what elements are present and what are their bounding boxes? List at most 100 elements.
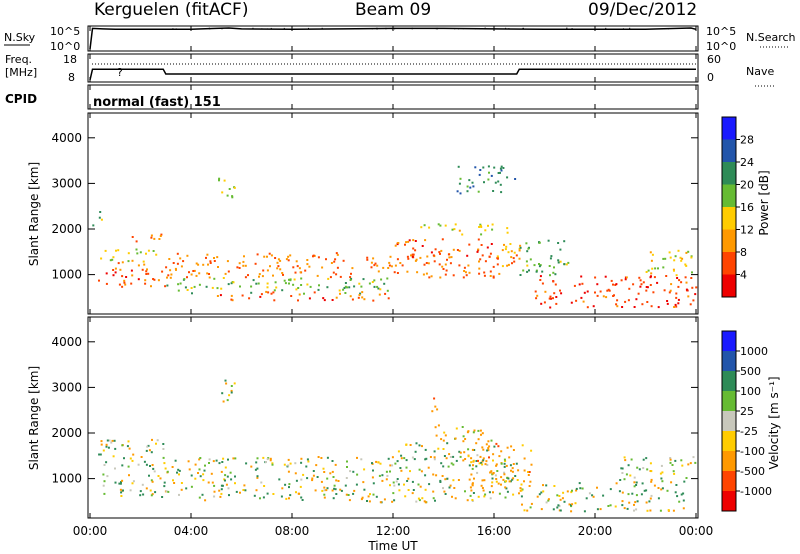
power-cell — [555, 302, 558, 305]
power-cell — [497, 172, 500, 174]
power-cell — [164, 285, 167, 288]
power-cell — [167, 274, 170, 277]
velocity-cell — [425, 457, 428, 460]
velocity-cell — [682, 507, 685, 510]
velocity-cell — [492, 491, 494, 494]
velocity-cell — [523, 480, 525, 483]
velocity-cell — [488, 445, 491, 448]
velocity-cell — [372, 469, 374, 472]
velocity-cell — [377, 461, 380, 464]
power-cell — [456, 190, 459, 193]
power-cbar-tick-label: 8 — [740, 246, 747, 259]
velocity-cell — [489, 497, 492, 500]
power-cell — [193, 285, 196, 288]
velocity-cell — [256, 475, 259, 478]
velocity-cell — [399, 467, 402, 469]
power-cell — [694, 293, 697, 296]
power-cell — [695, 286, 698, 289]
power-cell — [478, 272, 481, 275]
velocity-cell — [420, 470, 423, 473]
velocity-cell — [102, 449, 105, 452]
velocity-cell — [669, 458, 672, 461]
velocity-cell — [332, 476, 335, 478]
velocity-cell — [462, 440, 465, 443]
freq-marker: ? — [117, 66, 123, 79]
velocity-cell — [680, 493, 683, 496]
velocity-cell — [255, 489, 258, 492]
velocity-cell — [337, 480, 340, 482]
power-cell — [298, 267, 301, 270]
velocity-cell — [178, 473, 180, 476]
velocity-cell — [256, 467, 259, 470]
velocity-cell — [504, 486, 507, 489]
power-cell — [478, 226, 481, 228]
velocity-cell — [295, 491, 297, 494]
velocity-cell — [223, 478, 226, 481]
velocity-cell — [409, 444, 412, 446]
velocity-cell — [265, 461, 267, 463]
power-cell — [463, 270, 466, 272]
power-cell — [479, 223, 482, 226]
power-cell — [692, 299, 695, 302]
power-cell — [339, 275, 342, 278]
velocity-cell — [623, 478, 626, 481]
velocity-yaxis: 4000 3000 2000 1000 — [51, 335, 698, 486]
velocity-cell — [164, 467, 167, 470]
power-cell — [575, 299, 578, 302]
velocity-cell — [645, 501, 648, 504]
power-cell — [649, 251, 652, 254]
power-cell — [243, 255, 245, 258]
power-cell — [430, 275, 433, 278]
freq-label-2: [MHz] — [5, 66, 37, 79]
power-cell — [394, 244, 397, 247]
velocity-cell — [429, 456, 432, 458]
velocity-cbar-tick-label: -500 — [740, 465, 765, 478]
power-cell — [282, 273, 284, 276]
velocity-cell — [375, 460, 378, 463]
velocity-cell — [262, 456, 265, 459]
velocity-cell — [99, 453, 102, 456]
velocity-cell — [120, 495, 123, 497]
velocity-cell — [360, 498, 363, 501]
power-cell — [153, 278, 156, 281]
power-cell — [121, 261, 124, 264]
power-cell — [109, 259, 112, 262]
velocity-cell — [131, 459, 134, 462]
power-cell — [552, 271, 555, 274]
power-cell — [548, 265, 551, 267]
velocity-cell — [397, 483, 400, 486]
velocity-cell — [207, 481, 210, 484]
power-cell — [628, 287, 631, 290]
velocity-cell — [300, 496, 303, 499]
velocity-cell — [492, 472, 495, 475]
velocity-cbar-tick-label: -100 — [740, 445, 765, 458]
velocity-cell — [504, 496, 507, 499]
velocity-cell — [233, 382, 236, 385]
power-cell — [487, 165, 490, 168]
velocity-cell — [507, 477, 510, 480]
velocity-cell — [421, 445, 423, 448]
power-cell — [197, 263, 200, 266]
power-cell — [480, 226, 483, 228]
power-cell — [492, 190, 495, 192]
power-cell — [480, 233, 483, 236]
power-cell — [293, 278, 296, 281]
velocity-cell — [289, 462, 292, 465]
power-cell — [685, 251, 688, 254]
velocity-cell — [396, 478, 399, 480]
power-cell — [317, 288, 320, 291]
power-cell — [549, 274, 551, 277]
power-cell — [377, 287, 380, 290]
velocity-cell — [495, 442, 498, 445]
power-cell — [239, 285, 241, 288]
velocity-cell — [529, 480, 532, 483]
velocity-cell — [667, 509, 670, 512]
velocity-cell — [627, 464, 630, 467]
velocity-cell — [127, 465, 130, 468]
velocity-cell — [224, 466, 227, 469]
velocity-cell — [455, 427, 458, 430]
velocity-cell — [323, 496, 326, 499]
velocity-cell — [283, 463, 286, 466]
power-cell — [268, 252, 271, 255]
power-cell — [535, 270, 538, 273]
